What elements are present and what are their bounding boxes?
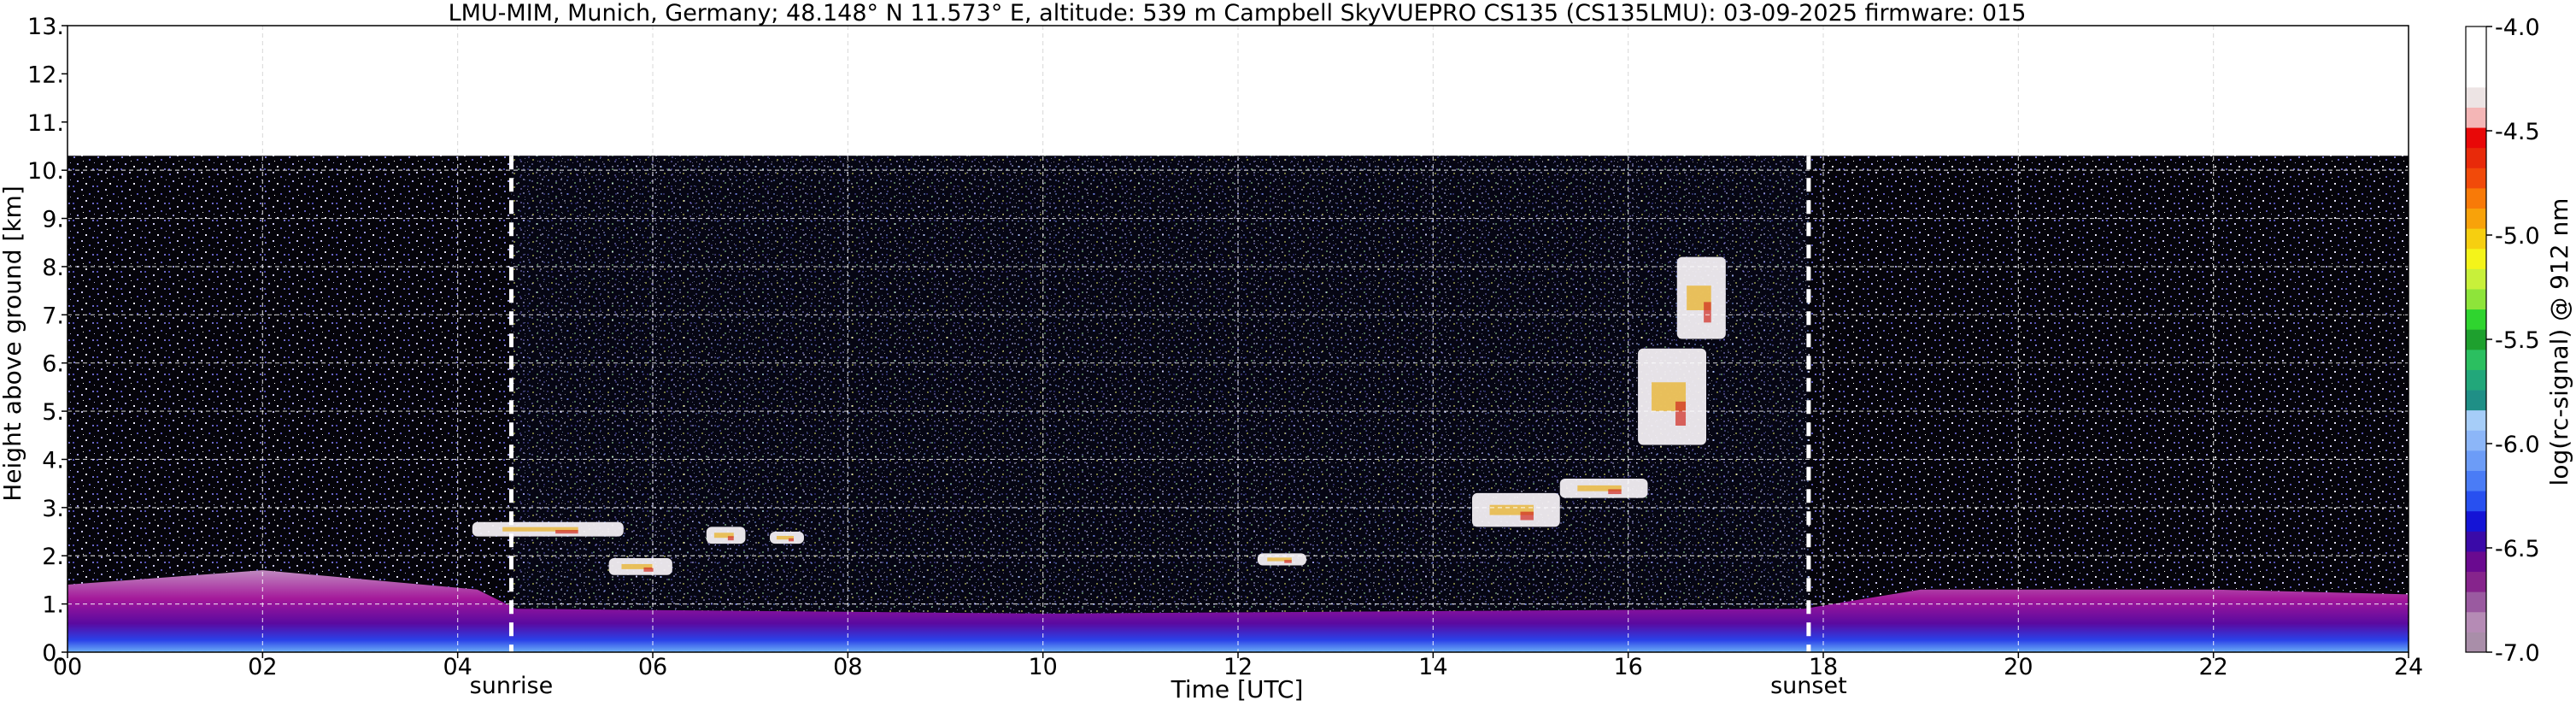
colorbar (2465, 26, 2487, 653)
chart-title: LMU-MIM, Munich, Germany; 48.148° N 11.5… (449, 0, 2027, 26)
colorbar-ticks: -4.0 -4.5 -5.0 -5.5 -6.0 -6.5 -7.0 (2486, 15, 2540, 667)
colorbar-segment (2466, 531, 2486, 552)
colorbar-segment (2466, 409, 2486, 431)
colorbar-tick-label: -5.5 (2495, 327, 2540, 354)
colorbar-segment (2466, 491, 2486, 512)
y-tick-label: 9. (42, 207, 64, 233)
colorbar-segment (2466, 147, 2486, 168)
y-tick-label: 12. (27, 62, 64, 88)
colorbar-segment (2466, 26, 2486, 48)
x-tick-label: 02 (248, 654, 277, 680)
daytime-noise-field (511, 156, 1809, 652)
x-tick-label: 22 (2198, 654, 2227, 680)
colorbar-segment (2466, 349, 2486, 370)
colorbar-tick-label: -5.0 (2495, 223, 2540, 250)
y-tick-label: 11. (27, 110, 64, 137)
x-tick-label: 24 (2394, 654, 2423, 680)
sun-markers (508, 156, 1811, 652)
colorbar-segment (2466, 86, 2486, 108)
y-tick-label: 10. (27, 158, 64, 185)
colorbar-segment (2466, 67, 2486, 88)
colorbar-segment (2466, 228, 2486, 250)
x-tick-label: 06 (638, 654, 667, 680)
colorbar-tick-label: -6.5 (2495, 536, 2540, 562)
cloud-layer (1676, 256, 1726, 339)
colorbar-segment (2466, 187, 2486, 209)
colorbar-segment (2466, 611, 2486, 632)
y-tick-label: 0. (42, 640, 64, 667)
x-tick-label: 18 (1809, 654, 1838, 680)
aerosol-boundary-layer (67, 570, 2409, 652)
colorbar-segment (2466, 107, 2486, 128)
colorbar-segment (2466, 450, 2486, 471)
colorbar-label: log(rc-signal) @ 912 nm (2545, 198, 2573, 486)
x-tick-label: 04 (443, 654, 472, 680)
colorbar-segment (2466, 46, 2486, 68)
cloud-layer (1638, 348, 1706, 445)
colorbar-tick-label: -7.0 (2495, 640, 2540, 667)
x-axis-label: Time [UTC] (1171, 675, 1304, 703)
colorbar-segment (2466, 309, 2486, 330)
colorbar-segment (2466, 329, 2486, 350)
x-tick-label: 12 (1223, 654, 1253, 680)
y-tick-label: 8. (42, 255, 64, 281)
plot-area (67, 26, 2409, 652)
colorbar-segment (2466, 168, 2486, 189)
colorbar-segment (2466, 571, 2486, 592)
sun-marker-label: sunset (1770, 673, 1847, 699)
cloud-layer (770, 532, 804, 544)
colorbar-segment (2466, 430, 2486, 451)
sun-marker-labels: sunrise sunset (470, 673, 1847, 699)
colorbar-segment (2466, 550, 2486, 573)
cloud-layers (472, 256, 1726, 575)
cloud-layer (1559, 479, 1648, 498)
y-axis-ticks: 0. 1. 2. 3. 4. 5. 6. 7. 8. 9. 10. 11. 12. 13. (27, 14, 67, 667)
cloud-layer (608, 558, 672, 575)
x-tick-label: 08 (833, 654, 862, 680)
colorbar-segment (2466, 208, 2486, 229)
y-tick-label: 13. (27, 14, 64, 40)
cloud-layer (1472, 492, 1560, 527)
colorbar-segment (2466, 632, 2486, 653)
colorbar-segment (2466, 591, 2486, 613)
x-axis-ticks: 00 02 04 06 08 10 12 14 16 18 20 22 24 (53, 652, 2423, 680)
y-tick-label: 5. (42, 399, 64, 426)
y-tick-label: 2. (42, 544, 64, 570)
colorbar-tick-label: -4.0 (2495, 15, 2540, 41)
x-tick-label: 20 (2004, 654, 2033, 680)
x-tick-label: 14 (1418, 654, 1447, 680)
cloud-layer (1257, 553, 1306, 566)
y-tick-label: 7. (42, 303, 64, 329)
colorbar-segment (2466, 127, 2486, 149)
colorbar-segment (2466, 369, 2486, 391)
colorbar-segment (2466, 288, 2486, 310)
colorbar-segment (2466, 510, 2486, 532)
y-tick-label: 6. (42, 351, 64, 378)
x-tick-label: 10 (1028, 654, 1057, 680)
colorbar-segment (2466, 390, 2486, 411)
x-tick-label: 00 (53, 654, 82, 680)
sun-marker-label: sunrise (470, 673, 554, 699)
y-tick-label: 1. (42, 592, 64, 619)
cloud-layer (706, 527, 746, 544)
colorbar-tick-label: -4.5 (2495, 119, 2540, 145)
cloud-layer (472, 521, 624, 537)
y-axis-label: Height above ground [km] (0, 185, 26, 502)
colorbar-segment (2466, 470, 2486, 491)
colorbar-segment (2466, 268, 2486, 290)
x-tick-label: 16 (1613, 654, 1642, 680)
y-tick-label: 3. (42, 496, 64, 522)
colorbar-segment (2466, 248, 2486, 269)
colorbar-tick-label: -6.0 (2495, 432, 2540, 458)
y-tick-label: 4. (42, 447, 64, 474)
grid-lines (67, 26, 2409, 652)
